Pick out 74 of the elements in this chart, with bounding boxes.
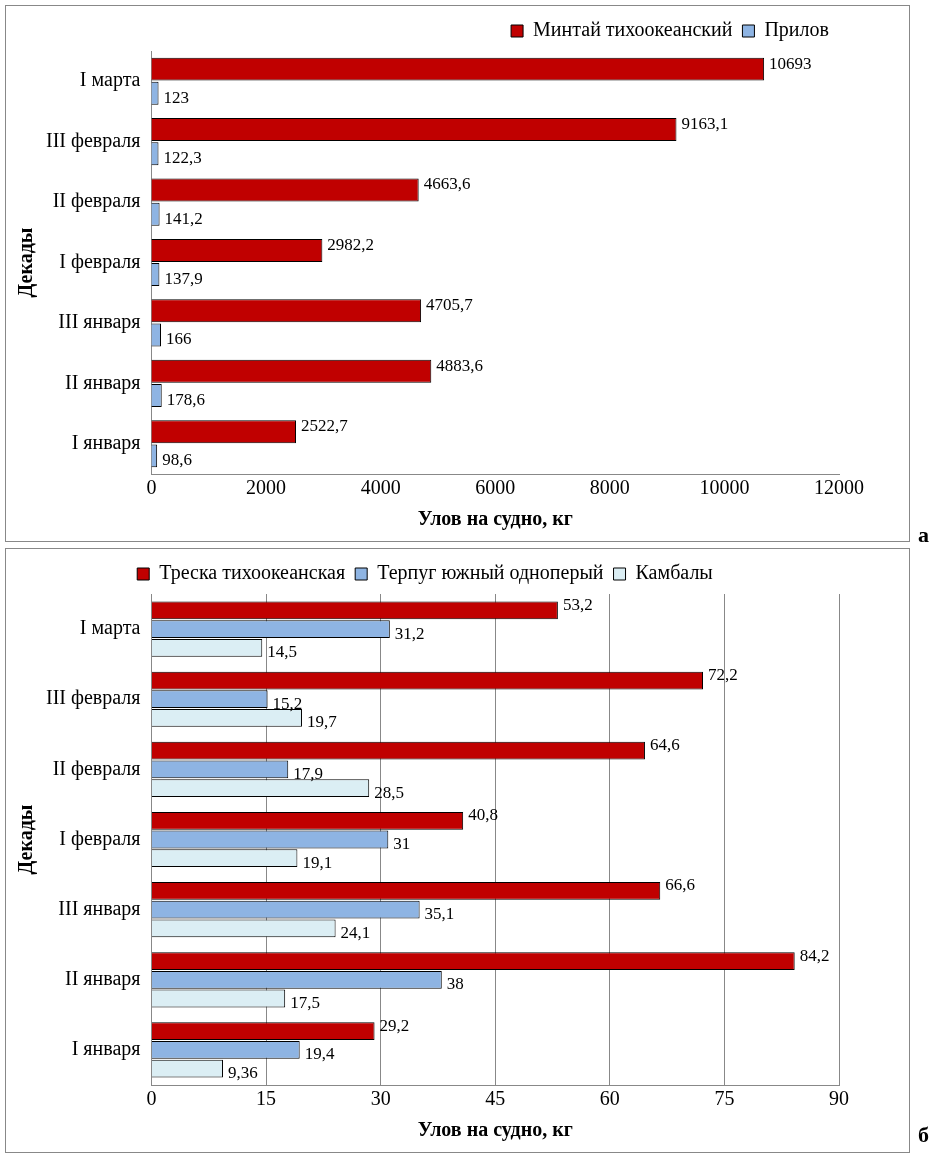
y-axis-title: Декады (14, 804, 38, 875)
data-label: 19,1 (302, 852, 333, 872)
y-tick-label: I марта (79, 68, 141, 92)
data-label: 64,6 (649, 735, 680, 755)
data-label: 84,2 (799, 945, 830, 965)
data-label: 9,36 (227, 1063, 258, 1083)
data-label: 141,2 (164, 208, 203, 228)
data-label: 4663,6 (423, 174, 471, 194)
data-label: 35,1 (424, 904, 455, 924)
data-label: 28,5 (374, 782, 404, 802)
x-tick-label: 90 (829, 1087, 849, 1110)
x-tick-label: 10000 (699, 476, 750, 499)
data-label: 178,6 (166, 389, 205, 409)
data-label: 4883,6 (436, 355, 484, 375)
x-tick-label: 6000 (475, 476, 516, 499)
y-tick-label: III января (58, 310, 141, 334)
data-label: 17,5 (290, 992, 320, 1012)
data-label: 14,5 (267, 642, 298, 662)
data-label: 40,8 (468, 805, 498, 825)
data-label: 31,2 (394, 623, 425, 643)
data-label: 53,2 (562, 594, 593, 614)
data-label: 2522,7 (301, 416, 349, 436)
x-tick-label: 8000 (589, 476, 630, 499)
data-label: 66,6 (665, 875, 695, 895)
x-tick-label: 0 (146, 1087, 157, 1110)
data-label: 31 (393, 833, 411, 853)
y-tick-label: II января (65, 967, 141, 991)
x-tick-label: 4000 (360, 476, 401, 499)
data-label: 17,9 (293, 763, 323, 783)
x-tick-label: 60 (599, 1087, 620, 1110)
data-label: 123 (163, 87, 190, 107)
data-label: 29,2 (379, 1015, 410, 1035)
y-tick-label: I февраля (59, 249, 141, 273)
data-label: 15,2 (272, 693, 303, 713)
y-tick-label: III февраля (45, 686, 141, 710)
data-label: 98,6 (162, 450, 192, 470)
y-tick-label: I января (71, 431, 141, 455)
data-label: 10693 (769, 53, 812, 73)
x-axis-title: Улов на судно, кг (417, 507, 573, 531)
x-tick-label: 15 (256, 1087, 277, 1110)
y-axis-title: Декады (14, 227, 38, 298)
y-tick-label: I января (71, 1037, 141, 1061)
x-tick-label: 0 (146, 476, 157, 499)
text: а (918, 522, 929, 548)
legend-label: Камбалы (635, 561, 713, 584)
y-tick-label: II февраля (52, 189, 141, 213)
x-tick-label: 12000 (814, 476, 864, 499)
y-tick-label: III февраля (45, 128, 141, 152)
x-tick-label: 2000 (246, 476, 287, 499)
data-label: 19,7 (306, 712, 338, 732)
x-tick-label: 75 (714, 1087, 735, 1110)
x-tick-label: 45 (485, 1087, 506, 1110)
x-tick-label: 30 (370, 1087, 391, 1110)
data-label: 4705,7 (426, 295, 474, 315)
legend-label: Минтай тихоокеанский (533, 18, 733, 41)
data-label: 38 (446, 974, 464, 994)
data-label: 9163,1 (681, 114, 729, 134)
x-axis-title: Улов на судно, кг (417, 1118, 573, 1142)
data-label: 24,1 (340, 922, 371, 942)
y-tick-label: I февраля (59, 826, 141, 850)
legend-label: Треска тихоокеанская (159, 561, 346, 585)
y-tick-label: I марта (79, 616, 141, 640)
data-label: 166 (166, 329, 192, 349)
data-label: 122,3 (163, 148, 202, 168)
text: б (918, 1122, 929, 1148)
data-label: 137,9 (164, 269, 203, 289)
y-tick-label: III января (58, 896, 141, 920)
y-tick-label: II января (65, 370, 141, 394)
y-tick-label: II февраля (52, 756, 141, 780)
legend-label: Прилов (764, 18, 830, 42)
data-label: 72,2 (708, 664, 738, 684)
legend-label: Терпуг южный одноперый (377, 561, 604, 585)
data-label: 2982,2 (327, 234, 375, 254)
data-label: 19,4 (304, 1044, 335, 1064)
